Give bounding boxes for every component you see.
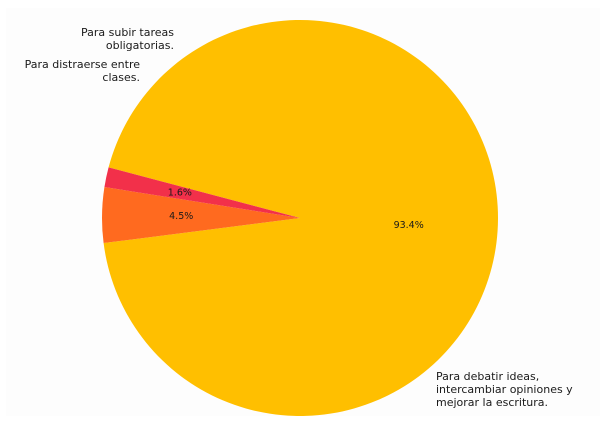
pie-slice-2 xyxy=(104,167,300,218)
labels-layer: 93.4% Para debatir ideas, intercambiar opi… xyxy=(25,26,574,409)
pie-slice-label-line: Para debatir ideas, xyxy=(436,370,539,383)
pie-slice-label-line: clases. xyxy=(102,71,140,84)
pie-slice-label-line: Para distraerse entre xyxy=(25,58,141,71)
pie-slice-label-0: Para debatir ideas, intercambiar opinione… xyxy=(436,370,573,409)
pie-chart: 93.4% Para debatir ideas, intercambiar opi… xyxy=(25,20,574,416)
pie-slice-label-line: obligatorias. xyxy=(106,39,174,52)
pie-slice-label-2: Para distraerse entre clases. xyxy=(25,58,141,84)
pie-pct-label-1: 4.5% xyxy=(169,211,193,222)
chart-frame: 93.4% Para debatir ideas, intercambiar opi… xyxy=(6,8,600,416)
pie-slice-label-line: intercambiar opiniones y xyxy=(436,383,573,396)
pie-pct-label-0: 93.4% xyxy=(394,220,424,231)
pie-slice-1 xyxy=(102,186,300,244)
pie-slice-label-line: Para subir tareas xyxy=(81,26,174,39)
pie-slice-label-line: mejorar la escritura. xyxy=(436,396,548,409)
pie-pct-label-2: 1.6% xyxy=(168,188,192,199)
pie-slice-0 xyxy=(103,20,498,416)
slices-layer xyxy=(102,20,498,416)
pie-slice-label-1: Para subir tareas obligatorias. xyxy=(81,26,174,52)
